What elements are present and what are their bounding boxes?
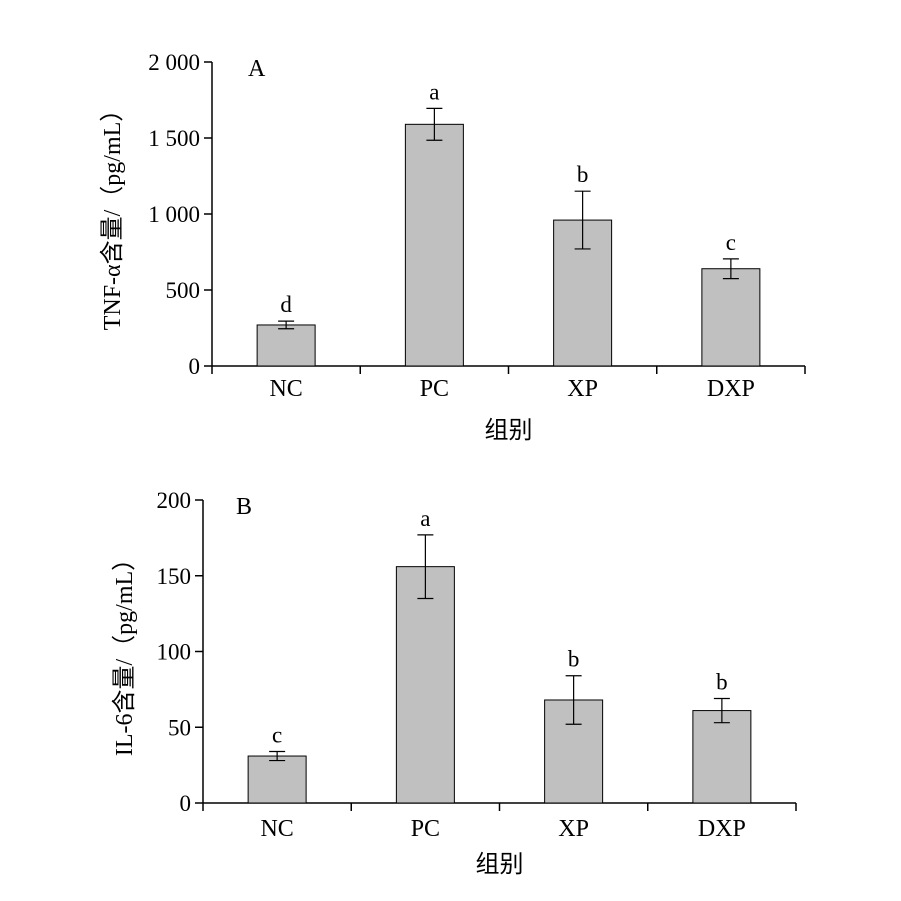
category-label: NC (260, 816, 293, 842)
y-tick-label: 1 000 (148, 202, 200, 227)
y-tick-label: 150 (157, 564, 192, 589)
panel-letter: B (236, 494, 252, 520)
significance-label: b (716, 669, 728, 694)
bar-dxp (701, 268, 761, 367)
category-label: PC (411, 816, 440, 842)
y-tick-label: 200 (157, 488, 192, 513)
significance-label: a (429, 79, 439, 104)
significance-label: c (726, 230, 736, 255)
y-tick-label: 2 000 (148, 50, 200, 75)
panel-letter: A (248, 56, 266, 82)
significance-label: d (280, 292, 292, 317)
category-label: PC (420, 376, 449, 402)
y-tick-label: 500 (166, 278, 201, 303)
category-label: DXP (698, 816, 746, 842)
significance-label: c (272, 722, 282, 747)
bar-nc (247, 755, 307, 804)
significance-label: a (420, 506, 430, 531)
y-axis-title: IL-6含量/（pg/mL） (111, 547, 138, 756)
category-label: DXP (707, 376, 755, 402)
significance-label: b (577, 162, 589, 187)
y-tick-label: 0 (189, 354, 201, 379)
category-label: XP (567, 376, 598, 402)
bar-pc (404, 123, 464, 367)
y-tick-label: 1 500 (148, 126, 200, 151)
panel-a-chart: 0 500 1 000 1 500 2 000 d NC a PC b XP c DXP A 组别 TNF-α… (99, 50, 806, 444)
y-tick-label: 0 (180, 791, 192, 816)
bar-nc (256, 324, 316, 367)
y-tick-label: 100 (157, 640, 192, 665)
significance-label: b (568, 647, 580, 672)
x-axis-title: 组别 (476, 851, 524, 878)
category-label: XP (558, 816, 589, 842)
category-label: NC (269, 376, 302, 402)
panel-b-chart: 0 50 100 150 200 c NC a PC b XP b DXP B 组别 IL-6含量/（pg/m… (111, 488, 797, 878)
y-tick-label: 50 (168, 715, 191, 740)
bar-pc (395, 566, 455, 804)
y-axis-title: TNF-α含量/（pg/mL） (99, 98, 126, 331)
bar-dxp (692, 710, 752, 804)
x-axis-title: 组别 (485, 417, 533, 444)
